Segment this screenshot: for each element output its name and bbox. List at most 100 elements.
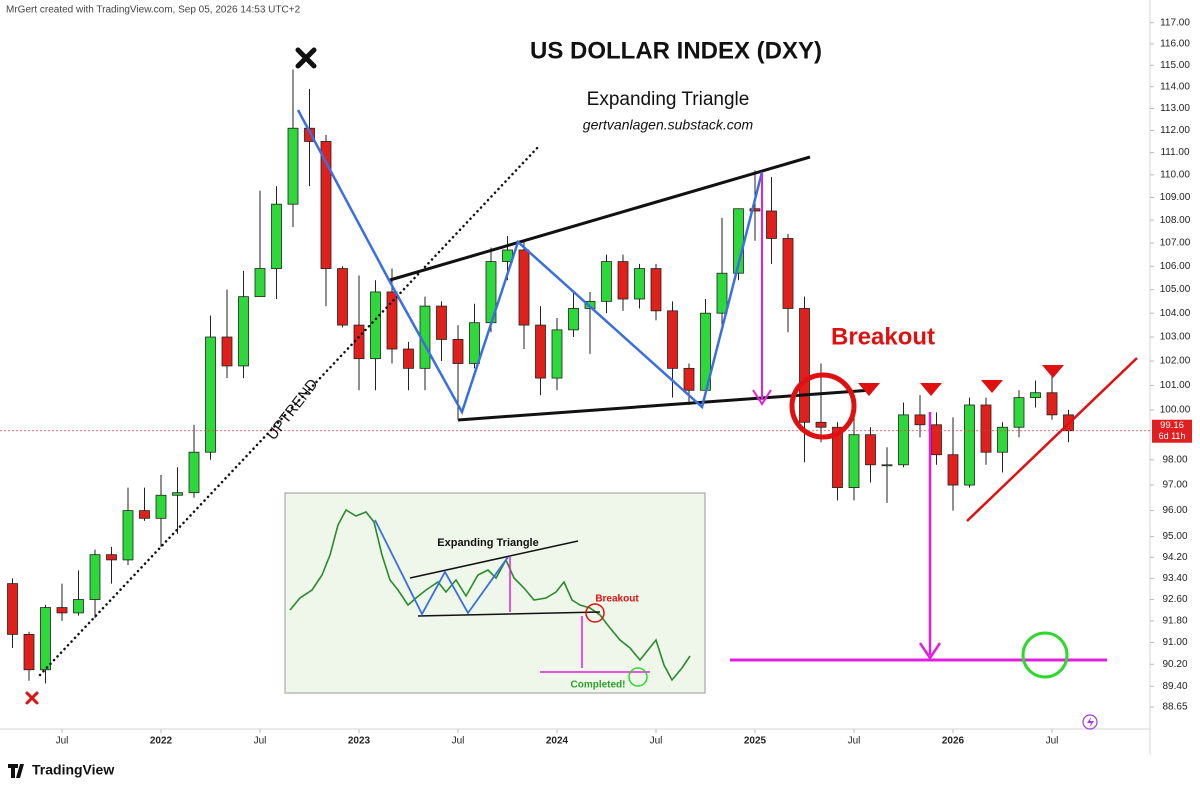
- source: gertvanlagen.substack.com: [583, 117, 754, 133]
- candle-body: [122, 510, 134, 561]
- triangle-upper: [389, 155, 811, 282]
- brand-logo: [8, 764, 24, 778]
- candle-body: [716, 272, 728, 314]
- y-tick-label: 110.00: [1160, 170, 1190, 181]
- x-tick-label: 2024: [546, 736, 569, 747]
- y-tick-label: 92.60: [1162, 594, 1187, 605]
- candle-body: [386, 291, 398, 350]
- candle-body: [89, 554, 101, 600]
- candle-body: [337, 268, 348, 326]
- drawings: [25, 47, 1138, 730]
- candle-body: [947, 454, 959, 486]
- candle-body: [320, 141, 332, 269]
- y-tick-label: 88.65: [1162, 702, 1187, 713]
- candle-body: [881, 464, 893, 467]
- zigzag: [296, 109, 764, 416]
- y-tick-label: 112.00: [1160, 125, 1190, 136]
- y-tick-label: 109.00: [1160, 192, 1191, 203]
- uptrend-line: [38, 143, 542, 677]
- candle-body: [403, 348, 414, 369]
- candle-body: [518, 249, 530, 326]
- candle-body: [1030, 392, 1041, 399]
- inset-frame: [284, 492, 706, 694]
- candle-body: [7, 583, 18, 635]
- x-tick-label: 2025: [744, 736, 767, 747]
- y-tick-label: 117.00: [1160, 17, 1190, 28]
- candle-body: [914, 414, 926, 426]
- candle-body: [287, 127, 299, 205]
- candle-body: [188, 451, 200, 494]
- inset-lower: [417, 611, 601, 617]
- candle-body: [1046, 392, 1058, 416]
- candle-body: [452, 339, 464, 364]
- candle-body: [535, 324, 546, 379]
- x-tick-label: 2023: [348, 736, 371, 747]
- y-tick-label: 90.20: [1162, 659, 1187, 670]
- breakout-circle: [789, 372, 857, 440]
- countdown: 6d 11h: [1159, 431, 1186, 441]
- marker: [1042, 365, 1064, 378]
- y-tick-label: 91.80: [1162, 616, 1187, 627]
- candle-body: [271, 203, 282, 269]
- y-tick-label: 98.00: [1162, 454, 1187, 465]
- x-tick-label: Jul: [452, 736, 465, 747]
- candle-body: [898, 414, 909, 466]
- candle-body: [667, 310, 678, 369]
- y-tick-label: 115.00: [1160, 60, 1190, 71]
- candle-body: [601, 261, 612, 302]
- y-tick-label: 111.00: [1160, 147, 1190, 158]
- y-tick-label: 93.40: [1162, 573, 1187, 584]
- candle-body: [782, 238, 794, 309]
- candle-body: [683, 367, 695, 391]
- inset-breakout-circle: [585, 603, 605, 623]
- inset: Expanding Triangle Breakout Completed!: [284, 492, 706, 694]
- subtitle: Expanding Triangle: [587, 89, 750, 110]
- target-circle: [1021, 631, 1069, 679]
- candle-body: [139, 510, 150, 519]
- y-tick-label: 102.00: [1160, 356, 1191, 367]
- candle-body: [865, 434, 876, 466]
- marker: [981, 380, 1003, 393]
- marker: [920, 383, 942, 396]
- arrow-head: [918, 642, 942, 661]
- arrow-head: [752, 389, 772, 406]
- candle-body: [106, 554, 117, 561]
- y-tick-label: 116.00: [1160, 39, 1190, 50]
- top-marker: [295, 47, 317, 69]
- candle-body: [23, 634, 35, 671]
- candle-body: [964, 404, 975, 486]
- chart-title: US DOLLAR INDEX (DXY): [530, 37, 822, 64]
- y-tick-label: 113.00: [1160, 103, 1190, 114]
- y-tick-label: 108.00: [1160, 215, 1191, 226]
- candle-body: [980, 404, 992, 453]
- candle-body: [40, 607, 51, 671]
- y-tick-label: 107.00: [1160, 238, 1191, 249]
- candle-body: [799, 308, 810, 423]
- y-tick-label: 91.00: [1162, 637, 1187, 648]
- brand-name: TradingView: [32, 762, 114, 778]
- candle-body: [848, 434, 860, 488]
- last-price-label: 99.16: [1160, 420, 1184, 431]
- y-tick-label: 100.00: [1160, 405, 1191, 416]
- marker: [858, 383, 880, 396]
- last-price-box: [1152, 419, 1192, 443]
- x-tick-label: Jul: [848, 736, 861, 747]
- candle-body: [221, 336, 233, 367]
- x-tick-label: 2026: [942, 736, 965, 747]
- header: MrGert created with TradingView.com, Sep…: [6, 5, 301, 16]
- candle-body: [634, 268, 645, 300]
- candle-body: [172, 492, 183, 496]
- inset-price: [289, 508, 691, 682]
- y-tick-label: 95.00: [1162, 531, 1187, 542]
- x-tick-label: Jul: [1046, 736, 1059, 747]
- candle-body: [205, 336, 216, 453]
- candle-body: [155, 494, 167, 519]
- x-tick-label: Jul: [254, 736, 267, 747]
- inset-zigzag: [374, 519, 509, 616]
- y-tick-label: 101.00: [1160, 380, 1191, 391]
- inset-target-circle: [628, 667, 648, 687]
- bottom-marker: [25, 691, 39, 705]
- alert-icon[interactable]: [1082, 714, 1098, 730]
- y-tick-label: 96.00: [1162, 505, 1187, 516]
